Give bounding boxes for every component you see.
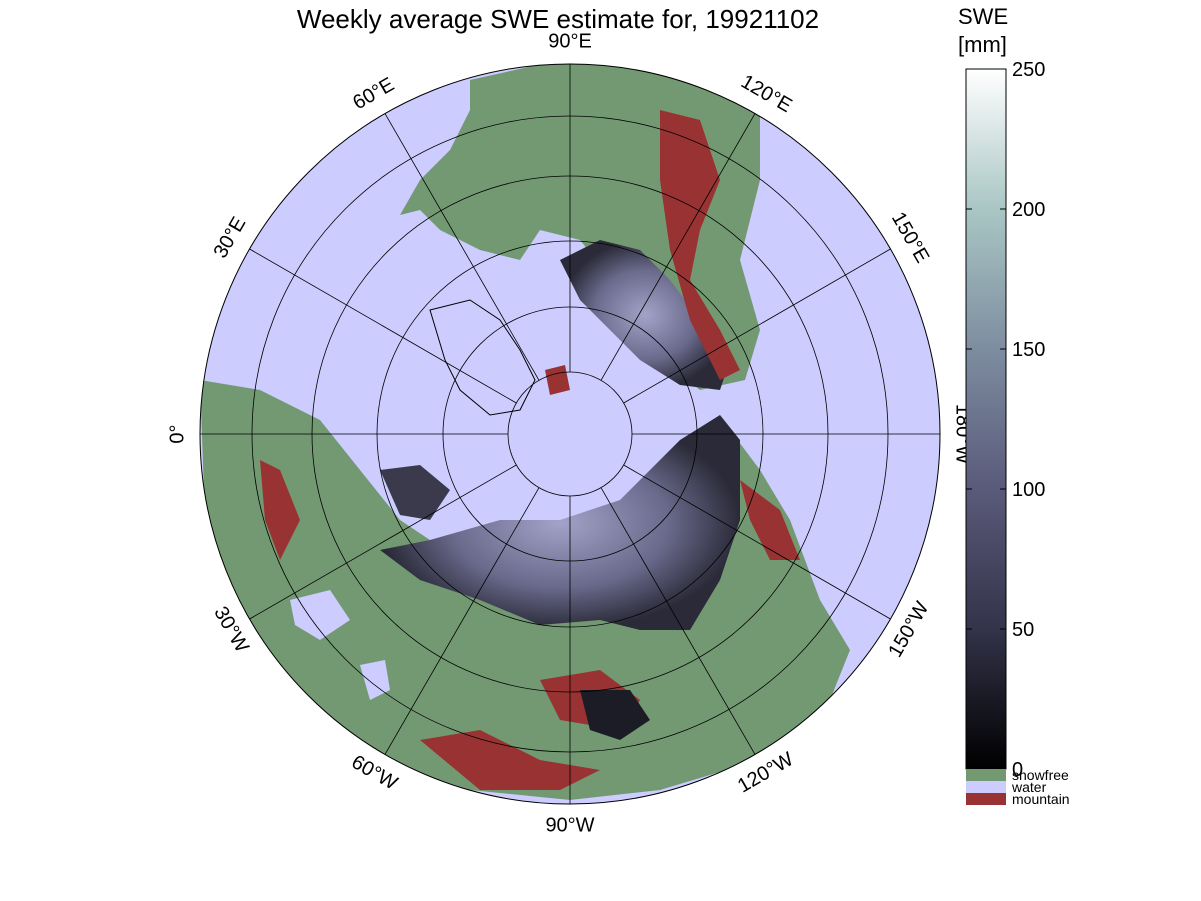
legend-swatch-snowfree bbox=[966, 769, 1006, 781]
baltic-sea bbox=[290, 590, 350, 640]
meridian-line bbox=[623, 248, 891, 404]
colorbar-tick-label: 250 bbox=[1012, 59, 1045, 81]
legend-swatch-mountain bbox=[966, 793, 1006, 805]
meridian-line bbox=[600, 113, 756, 381]
legend-swatch-water bbox=[966, 781, 1006, 793]
meridian-line bbox=[249, 248, 517, 404]
meridian-line bbox=[384, 113, 540, 381]
meridian-line bbox=[623, 464, 891, 620]
longitude-label: 30°E bbox=[209, 213, 250, 262]
mountain-rockies bbox=[660, 110, 740, 380]
longitude-label: 60°E bbox=[349, 73, 398, 114]
greenland-outline bbox=[429, 299, 536, 416]
meridian-line bbox=[249, 464, 517, 620]
legend-label-water: water bbox=[1011, 779, 1047, 795]
mountain-himalaya bbox=[420, 730, 600, 790]
snow-cover-canada bbox=[560, 240, 730, 390]
caspian-sea bbox=[360, 660, 390, 700]
colorbar-tick-label: 50 bbox=[1012, 619, 1034, 641]
map-frame bbox=[199, 63, 941, 805]
colorbar-unit-bracket: [mm] bbox=[958, 32, 1007, 57]
graticule bbox=[200, 64, 940, 804]
meridian-line bbox=[600, 487, 756, 755]
colorbar-tick-label: 150 bbox=[1012, 339, 1045, 361]
colorbar-tick-label: 100 bbox=[1012, 479, 1045, 501]
snow-cover-scandinavia bbox=[380, 465, 450, 520]
colorbar-tick-label: 0 bbox=[1012, 759, 1023, 781]
mountain-alps bbox=[260, 460, 300, 560]
colorbar-ticks: 0 50 100 150 200 250 bbox=[966, 59, 1045, 781]
colorbar-tick-label: 200 bbox=[1012, 199, 1045, 221]
colorbar-gradient bbox=[965, 68, 1007, 770]
mountain-east-siberia bbox=[740, 480, 800, 560]
legend-label-snowfree: snowfree bbox=[1012, 767, 1069, 783]
longitude-label: 0° bbox=[166, 424, 188, 443]
colorbar-unit-label: SWE bbox=[958, 4, 1009, 29]
legend-label-mountain: mountain bbox=[1012, 791, 1070, 807]
longitude-label: 90°W bbox=[545, 814, 594, 836]
snow-cover-tibet bbox=[580, 690, 650, 740]
meridian-line bbox=[384, 487, 540, 755]
longitude-label: 90°E bbox=[548, 30, 592, 52]
snow-cover-siberia bbox=[380, 415, 740, 630]
map-title: Weekly average SWE estimate for, 1992110… bbox=[296, 4, 820, 34]
